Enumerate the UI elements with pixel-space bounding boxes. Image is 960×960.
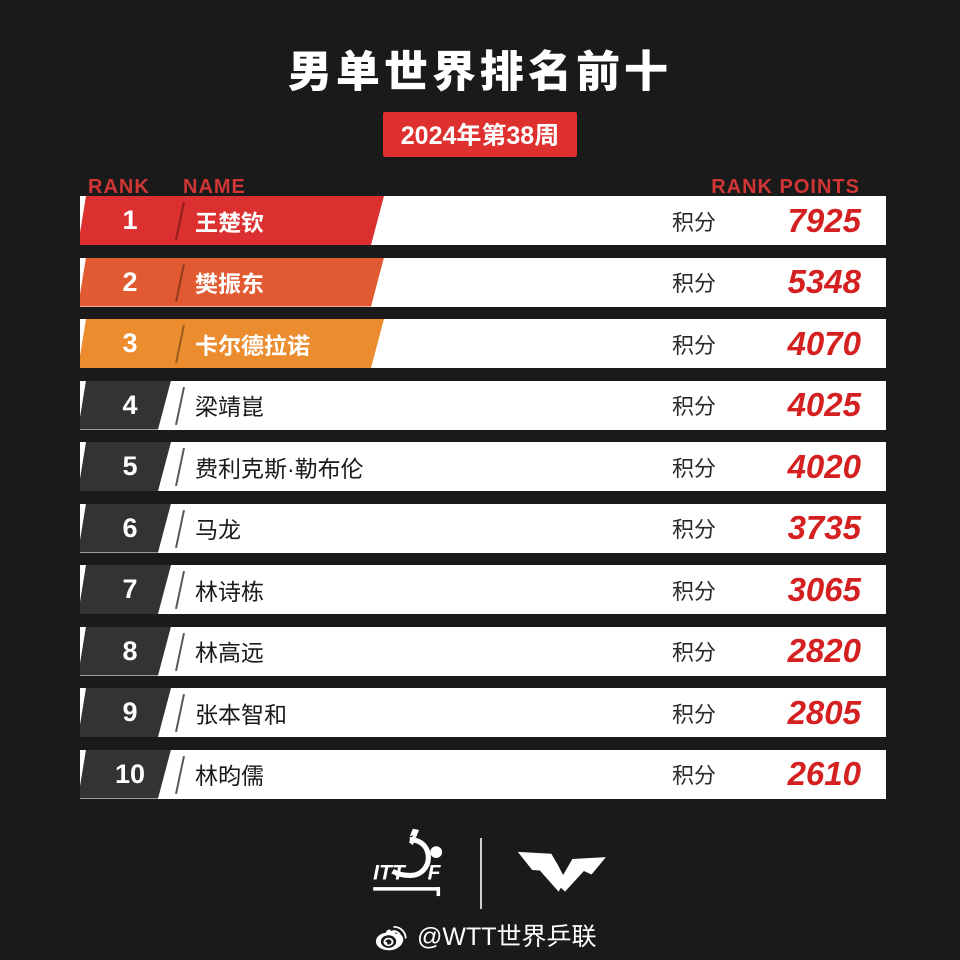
svg-text:ITT: ITT [373, 861, 407, 884]
svg-text:F: F [428, 861, 442, 884]
